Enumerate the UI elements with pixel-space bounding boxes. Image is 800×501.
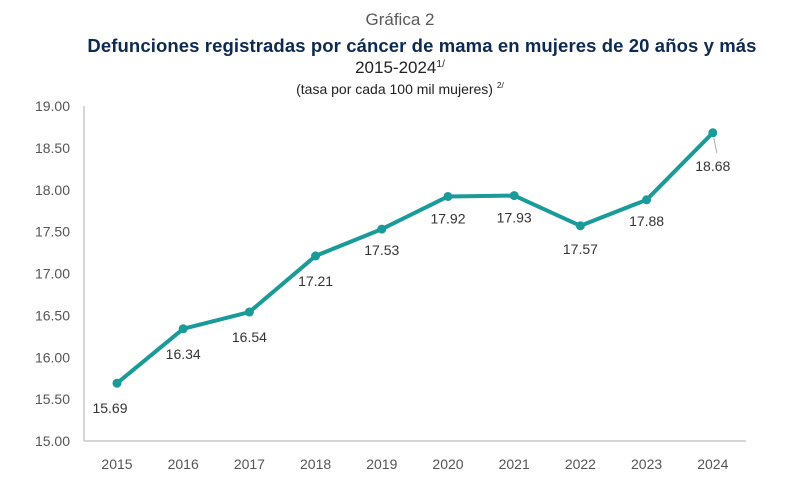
x-tick-label: 2020 [432, 456, 463, 472]
x-tick-label: 2017 [234, 456, 265, 472]
data-points [112, 128, 718, 388]
y-tick-label: 17.50 [35, 224, 70, 240]
period-text: 2015-2024 [355, 58, 437, 77]
data-label: 17.53 [364, 242, 399, 258]
x-tick-label: 2022 [565, 456, 596, 472]
data-point [244, 307, 254, 317]
x-tick-label: 2023 [631, 456, 662, 472]
figure-label: Gráfica 2 [365, 10, 435, 29]
x-axis-ticks: 2015 2016 2017 2018 2019 2020 2021 2022 2023 2024 [101, 456, 728, 472]
data-point [708, 128, 718, 138]
data-point [443, 191, 453, 201]
y-tick-label: 15.50 [35, 391, 70, 407]
y-tick-label: 16.50 [35, 307, 70, 323]
data-label: 17.57 [563, 241, 598, 257]
data-label: 16.34 [166, 346, 201, 362]
x-tick-label: 2016 [168, 456, 199, 472]
y-tick-label: 18.50 [35, 140, 70, 156]
y-tick-label: 16.00 [35, 349, 70, 365]
x-tick-label: 2019 [366, 456, 397, 472]
data-point [112, 378, 122, 388]
data-point [642, 195, 652, 205]
series-line [115, 131, 715, 385]
data-label: 17.93 [497, 210, 532, 226]
y-tick-label: 18.00 [35, 182, 70, 198]
units-text: (tasa por cada 100 mil mujeres) [296, 81, 493, 97]
units-footnote: 2/ [496, 80, 504, 90]
data-labels: 15.69 16.34 16.54 17.21 17.53 17.92 17.93 17.57… [92, 158, 730, 416]
chart-period: 2015-20241/ [0, 58, 800, 78]
y-tick-label: 15.00 [35, 433, 70, 449]
y-tick-label: 19.00 [35, 98, 70, 114]
x-tick-label: 2021 [499, 456, 530, 472]
x-tick-label: 2018 [300, 456, 331, 472]
data-label: 17.92 [430, 210, 465, 226]
data-point [178, 324, 188, 334]
data-point [575, 221, 585, 231]
x-tick-label: 2024 [697, 456, 728, 472]
y-axis-ticks: 15.00 15.50 16.00 16.50 17.00 17.50 18.00 18.50… [35, 98, 70, 449]
period-footnote: 1/ [436, 59, 445, 70]
data-label: 17.88 [629, 213, 664, 229]
data-label: 16.54 [232, 329, 267, 345]
data-point [377, 224, 387, 234]
leader-line [713, 137, 718, 153]
chart-title: Defunciones registradas por cáncer de ma… [87, 35, 757, 56]
x-tick-label: 2015 [101, 456, 132, 472]
chart-units: (tasa por cada 100 mil mujeres) 2/ [0, 80, 800, 97]
data-label: 17.21 [298, 273, 333, 289]
leader-lines [713, 137, 718, 153]
y-tick-label: 17.00 [35, 266, 70, 282]
data-label: 15.69 [92, 400, 127, 416]
data-label: 18.68 [695, 158, 730, 174]
data-point [311, 251, 321, 261]
data-point [509, 191, 519, 201]
